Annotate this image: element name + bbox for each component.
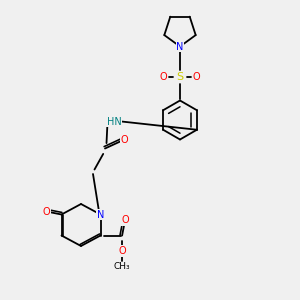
Text: O: O (121, 134, 128, 145)
Text: O: O (160, 71, 167, 82)
Text: HN: HN (106, 116, 122, 127)
Text: O: O (118, 246, 126, 256)
Text: O: O (43, 206, 50, 217)
Text: N: N (97, 209, 104, 220)
Text: CH₃: CH₃ (114, 262, 130, 271)
Text: O: O (193, 71, 200, 82)
Text: O: O (121, 215, 129, 225)
Text: N: N (176, 41, 184, 52)
Text: S: S (176, 71, 184, 82)
